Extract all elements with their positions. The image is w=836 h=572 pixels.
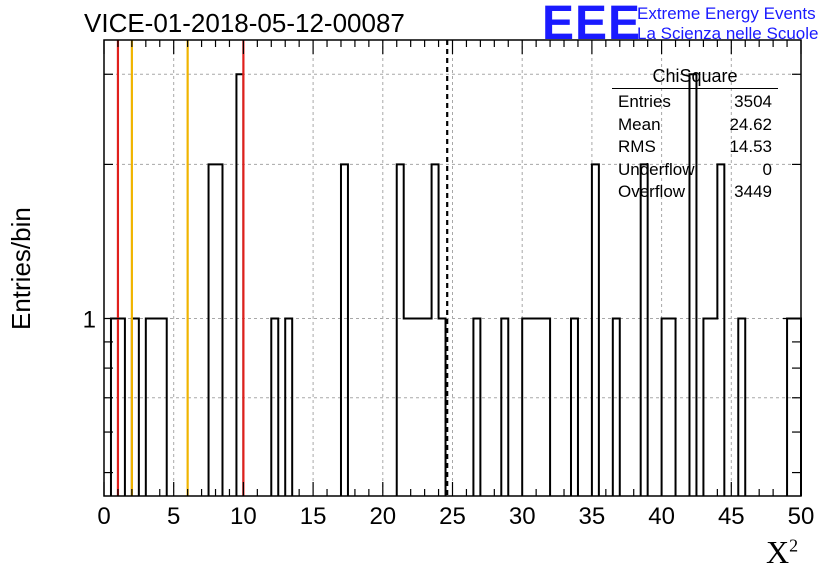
- stats-row-mean: Mean 24.62: [612, 114, 778, 137]
- stats-label: Underflow: [618, 159, 695, 179]
- stats-value: 0: [762, 159, 772, 179]
- histogram-bin: [404, 318, 432, 496]
- x-tick-label: 25: [439, 503, 466, 530]
- stats-row-entries: Entries 3504: [612, 91, 778, 114]
- x-tick-label: 35: [579, 503, 606, 530]
- logo-text-line1: Extreme Energy Events: [637, 4, 816, 23]
- histogram-bin: [146, 318, 167, 496]
- y-tick-label: 1: [83, 306, 96, 333]
- logo-text-line2: La Scienza nelle Scuole: [637, 24, 819, 43]
- histogram-bin: [439, 318, 446, 496]
- histogram-bin: [473, 318, 480, 496]
- chart-title: VICE-01-2018-05-12-00087: [84, 8, 405, 38]
- histogram-bin: [432, 164, 439, 496]
- stats-label: RMS: [618, 137, 656, 156]
- stats-value: 3449: [734, 182, 772, 201]
- stats-box: ChiSquare Entries 3504 Mean 24.62 RMS 14.53…: [612, 66, 778, 204]
- histogram-bin: [341, 164, 348, 496]
- histogram-bin: [703, 318, 717, 496]
- x-tick-label: 50: [788, 503, 815, 530]
- histogram-bin: [397, 164, 404, 496]
- histogram-bin: [285, 318, 292, 496]
- stats-label: Entries: [618, 92, 671, 111]
- x-tick-label: 15: [300, 503, 327, 530]
- histogram-bin: [592, 164, 599, 496]
- stats-label: Overflow: [618, 182, 686, 201]
- stats-row-rms: RMS 14.53: [612, 136, 778, 159]
- x-axis-label-symbol: X: [766, 534, 790, 570]
- histogram-bin: [717, 164, 724, 496]
- histogram-bin: [613, 318, 620, 496]
- x-tick-label: 45: [718, 503, 745, 530]
- x-axis-label-superscript: 2: [789, 535, 799, 556]
- histogram-bin: [501, 318, 508, 496]
- histogram-bin: [641, 164, 648, 496]
- histogram-bin: [571, 318, 578, 496]
- x-tick-label: 5: [167, 503, 180, 530]
- x-axis-label: X2: [766, 534, 798, 571]
- x-tick-label: 40: [648, 503, 675, 530]
- stats-label: Mean: [618, 114, 661, 134]
- stats-row-overflow: Overflow 3449: [612, 181, 778, 204]
- x-tick-label: 30: [509, 503, 536, 530]
- histogram-bin: [662, 318, 676, 496]
- stats-value: 14.53: [729, 137, 772, 156]
- x-tick-label: 10: [230, 503, 257, 530]
- x-tick-label: 0: [97, 503, 110, 530]
- stats-value: 24.62: [729, 114, 772, 134]
- stats-value: 3504: [734, 92, 772, 111]
- histogram-bin: [738, 318, 745, 496]
- histogram-bin: [522, 318, 550, 496]
- histogram-bin: [271, 318, 278, 496]
- stats-title: ChiSquare: [612, 66, 778, 89]
- x-tick-label: 20: [369, 503, 396, 530]
- stats-row-underflow: Underflow 0: [612, 159, 778, 182]
- histogram-bin: [209, 164, 223, 496]
- histogram-bin: [787, 318, 801, 496]
